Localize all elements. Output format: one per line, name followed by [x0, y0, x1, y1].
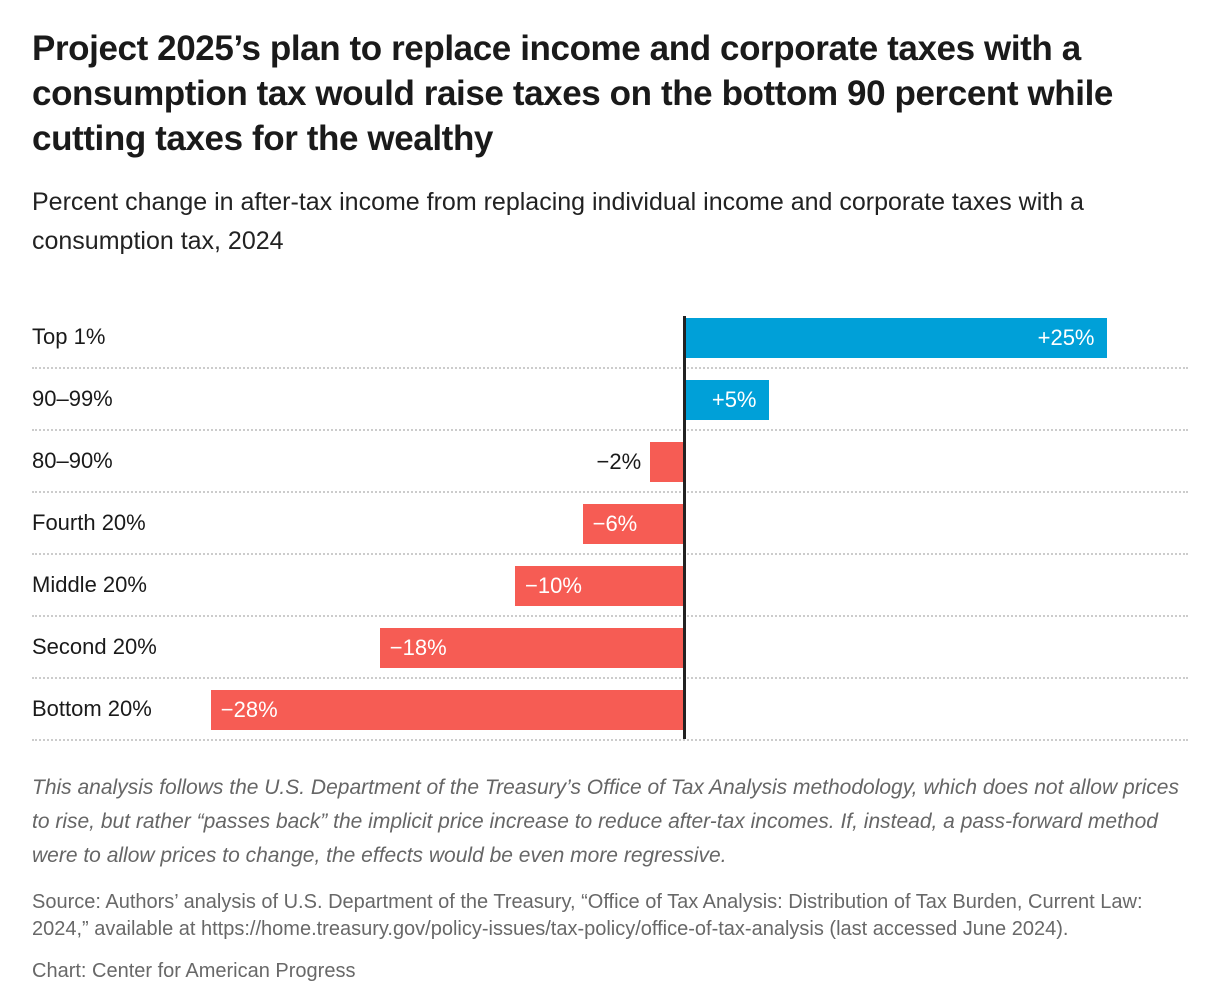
bar-negative	[210, 690, 684, 730]
value-label: −28%	[220, 697, 278, 722]
category-label: 80–90%	[32, 448, 113, 473]
chart-row: Middle 20% −10%	[32, 555, 1188, 617]
value-label: −2%	[596, 449, 642, 474]
bar-chart: Top 1% +25% 90–99% +5% 80–90% −2% Fourth 20% −6…	[32, 307, 1188, 741]
bar-positive	[684, 380, 769, 420]
bar-negative	[582, 504, 684, 544]
source-note: Source: Authors’ analysis of U.S. Depart…	[32, 891, 1143, 940]
chart-row: 80–90% −2%	[32, 431, 1188, 493]
value-label: −18%	[389, 635, 447, 660]
category-label: Fourth 20%	[32, 510, 146, 535]
zero-baseline	[683, 316, 686, 739]
chart-row: Fourth 20% −6%	[32, 493, 1188, 555]
bar-negative	[379, 628, 684, 668]
value-label: −10%	[525, 573, 582, 598]
chart-row: Second 20% −18%	[32, 617, 1188, 679]
category-label: 90–99%	[32, 386, 113, 411]
chart-subtitle: Percent change in after-tax income from …	[32, 188, 1084, 255]
category-label: Middle 20%	[32, 572, 147, 597]
chart-card: Project 2025’s plan to replace income an…	[32, 29, 1188, 982]
chart-title: Project 2025’s plan to replace income an…	[32, 29, 1113, 158]
chart-row: Bottom 20% −28%	[32, 679, 1188, 741]
chart-row: 90–99% +5%	[32, 369, 1188, 431]
chart-credit: Chart: Center for American Progress	[32, 960, 356, 982]
methodology-note: This analysis follows the U.S. Departmen…	[32, 776, 1179, 867]
chart-row: Top 1% +25%	[32, 307, 1188, 369]
bar-negative	[515, 566, 684, 606]
value-label: +25%	[1037, 325, 1095, 350]
category-label: Second 20%	[32, 634, 157, 659]
value-label: +5%	[711, 387, 757, 412]
value-label: −6%	[592, 511, 638, 536]
category-label: Top 1%	[32, 324, 106, 349]
bar-negative	[650, 442, 684, 482]
bar-positive	[684, 318, 1107, 358]
category-label: Bottom 20%	[32, 696, 152, 721]
